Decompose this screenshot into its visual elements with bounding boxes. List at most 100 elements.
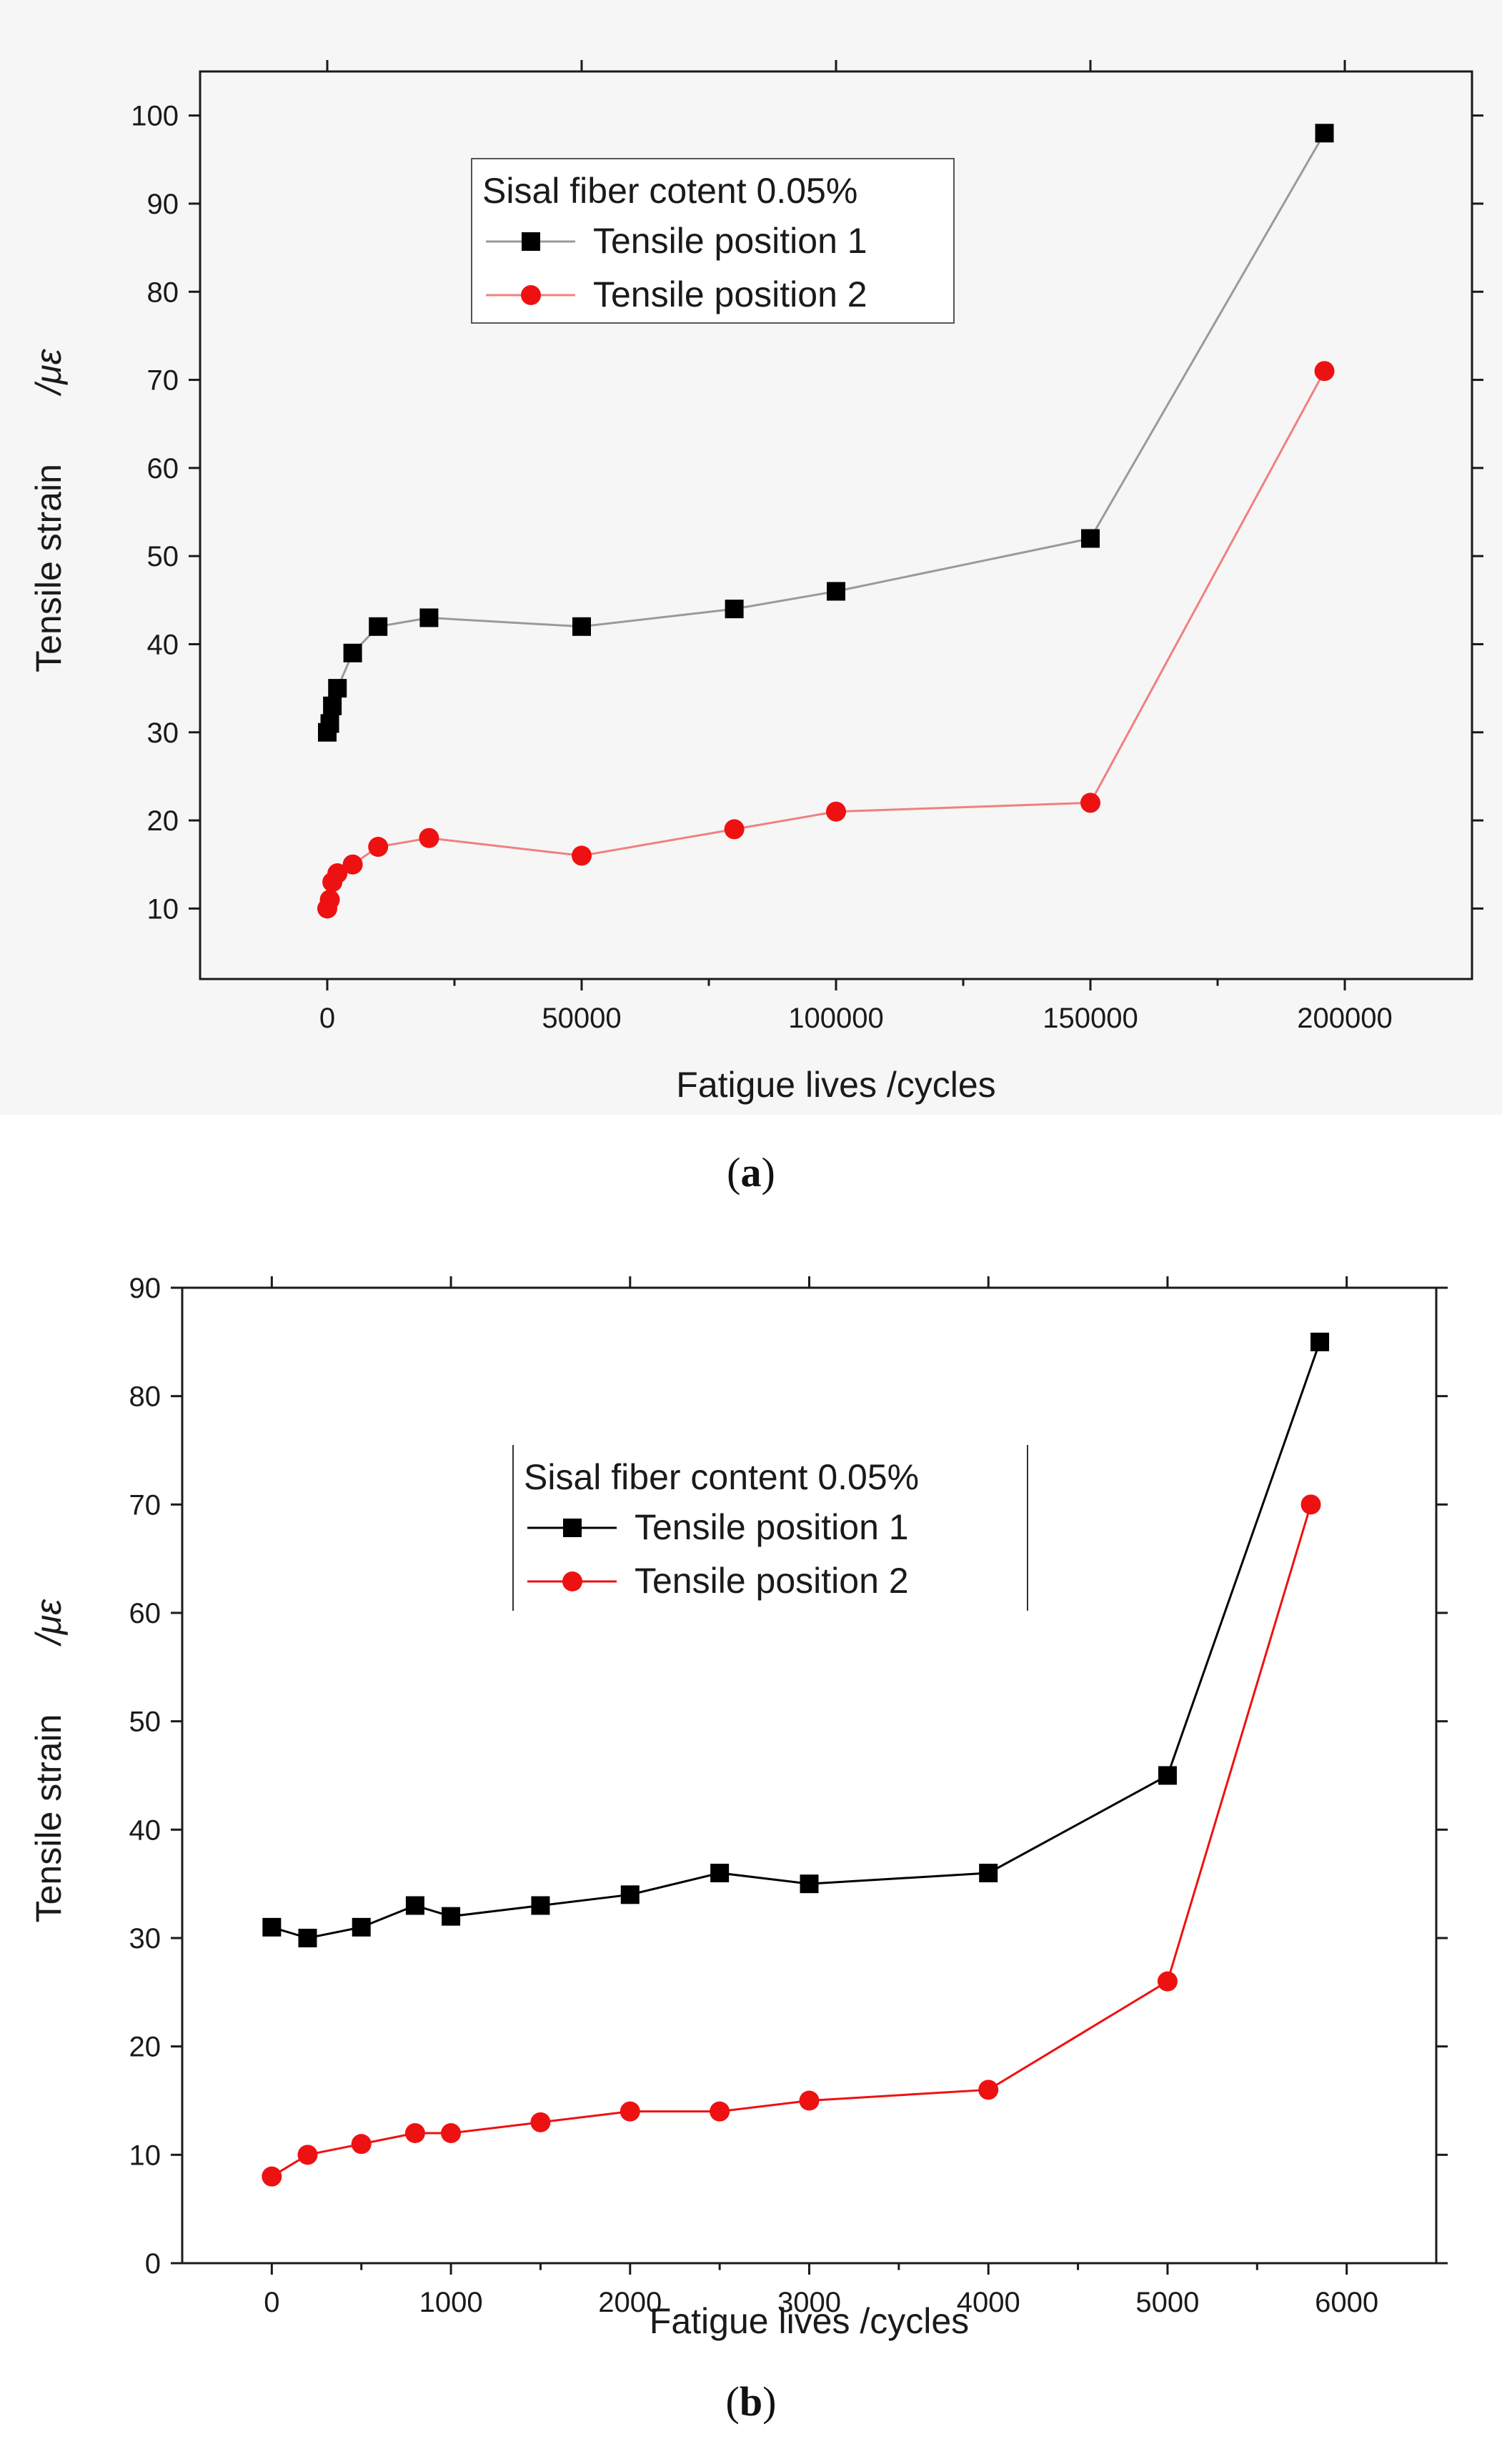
data-point-series-1 [320, 714, 339, 733]
data-point-series-1 [1081, 529, 1100, 548]
x-tick-label: 150000 [1043, 1003, 1138, 1034]
data-point-series-1 [572, 617, 591, 636]
y-tick-label: 60 [129, 1598, 161, 1629]
x-tick-label: 0 [319, 1003, 335, 1034]
legend-marker-1 [522, 232, 540, 251]
data-point-series-1 [405, 1896, 424, 1915]
chart-a-caption: (a) [727, 1149, 775, 1196]
data-point-series-1 [531, 1896, 550, 1915]
chart-a-y-axis-label-text: Tensile strain [29, 464, 69, 672]
chart-a-x-axis-label: Fatigue lives /cycles [676, 1065, 995, 1105]
x-tick-label: 2000 [598, 2287, 662, 2318]
data-point-series-2 [799, 2090, 820, 2111]
legend-title: Sisal fiber cotent 0.05% [482, 171, 857, 211]
data-point-series-2 [1157, 1971, 1178, 1992]
y-tick-label: 60 [147, 453, 179, 485]
figure-b: 0 1000 2000 3000 4000 5000 6000 0 10 20 30 40 50 60 70… [0, 1229, 1502, 2464]
y-tick-label: 10 [147, 893, 179, 925]
data-point-series-2 [319, 890, 340, 910]
x-tick-label: 6000 [1315, 2287, 1378, 2318]
data-point-series-1 [1310, 1332, 1330, 1351]
data-point-series-1 [1315, 124, 1334, 143]
data-point-series-2 [297, 2145, 318, 2165]
data-point-series-2 [710, 2101, 730, 2122]
x-tick-label: 50000 [542, 1003, 621, 1034]
data-point-series-2 [978, 2080, 999, 2100]
data-point-series-2 [620, 2101, 640, 2122]
y-tick-label: 10 [129, 2140, 161, 2171]
data-point-series-1 [979, 1864, 998, 1882]
y-tick-label: 80 [129, 1381, 161, 1413]
data-point-series-1 [343, 643, 362, 662]
data-point-series-2 [262, 2166, 282, 2187]
x-tick-label: 200000 [1297, 1003, 1392, 1034]
x-tick-label: 3000 [777, 2287, 841, 2318]
data-point-series-2 [327, 863, 348, 884]
caption-b-open: ( [726, 2378, 740, 2425]
chart-b: 0 1000 2000 3000 4000 5000 6000 0 10 20 30 40 50 60 70… [0, 1229, 1502, 2425]
chart-b-ticks: 0 1000 2000 3000 4000 5000 6000 0 10 20 30 40 50 60 70… [129, 1273, 1448, 2318]
chart-a: 0 50000 100000 150000 200000 10 20 30 40 50 60 70 80… [0, 0, 1502, 1196]
data-point-series-1 [442, 1907, 461, 1926]
legend-label-2: Tensile position 2 [593, 274, 867, 314]
data-point-series-1 [1158, 1766, 1177, 1785]
legend-marker-2 [521, 285, 541, 305]
chart-a-y-axis-label: Tensile strain /με [29, 348, 69, 672]
x-tick-label: 0 [264, 2287, 279, 2318]
y-tick-label: 100 [131, 101, 179, 132]
data-point-series-1 [323, 696, 342, 715]
data-point-series-2 [572, 845, 592, 866]
data-point-series-2 [351, 2134, 372, 2155]
x-tick-label: 4000 [957, 2287, 1020, 2318]
x-tick-label: 100000 [788, 1003, 883, 1034]
y-tick-label: 20 [147, 805, 179, 837]
data-point-series-2 [441, 2123, 462, 2143]
caption-b-letter: b [740, 2378, 762, 2425]
chart-a-y-axis-unit: /με [29, 348, 69, 396]
legend-marker-2 [562, 1571, 582, 1591]
chart-b-y-axis-unit: /με [29, 1599, 69, 1646]
chart-a-legend: Sisal fiber cotent 0.05% Tensile position… [471, 158, 955, 324]
data-point-series-1 [419, 608, 439, 627]
caption-a-letter: a [741, 1149, 762, 1196]
data-point-series-2 [826, 801, 846, 822]
data-point-series-1 [262, 1917, 282, 1937]
data-point-series-1 [800, 1874, 819, 1894]
data-point-series-2 [530, 2112, 551, 2132]
data-point-series-2 [1300, 1494, 1321, 1515]
data-point-series-1 [328, 679, 347, 698]
data-point-series-1 [620, 1885, 640, 1904]
y-tick-label: 30 [129, 1923, 161, 1954]
y-tick-label: 20 [129, 2032, 161, 2063]
y-tick-label: 90 [129, 1273, 161, 1304]
chart-b-background [0, 1229, 1502, 2358]
legend-title: Sisal fiber content 0.05% [524, 1457, 919, 1497]
caption-a-close: ) [762, 1149, 775, 1196]
data-point-series-2 [342, 854, 363, 875]
data-point-series-1 [725, 600, 744, 619]
legend-label-1: Tensile position 1 [593, 221, 867, 261]
legend-label-2: Tensile position 2 [635, 1561, 909, 1601]
y-tick-label: 70 [129, 1489, 161, 1521]
data-point-series-2 [724, 819, 745, 840]
chart-a-markers [317, 124, 1335, 919]
y-tick-label: 90 [147, 189, 179, 220]
data-point-series-2 [419, 828, 439, 848]
caption-a-open: ( [727, 1149, 740, 1196]
data-point-series-1 [710, 1864, 730, 1882]
data-point-series-2 [404, 2123, 425, 2143]
caption-b-close: ) [762, 2378, 776, 2425]
y-tick-label: 40 [129, 1814, 161, 1846]
chart-b-y-axis-label: Tensile strain /με [29, 1599, 69, 1923]
y-tick-label: 30 [147, 717, 179, 749]
y-tick-label: 0 [145, 2248, 161, 2280]
y-tick-label: 70 [147, 365, 179, 397]
data-point-series-2 [368, 837, 389, 858]
data-point-series-2 [1314, 361, 1335, 382]
chart-b-markers [262, 1332, 1330, 2187]
chart-b-caption: (b) [726, 2378, 777, 2425]
data-point-series-1 [827, 582, 845, 601]
y-tick-label: 80 [147, 277, 179, 308]
y-tick-label: 50 [147, 541, 179, 572]
x-tick-label: 1000 [419, 2287, 483, 2318]
